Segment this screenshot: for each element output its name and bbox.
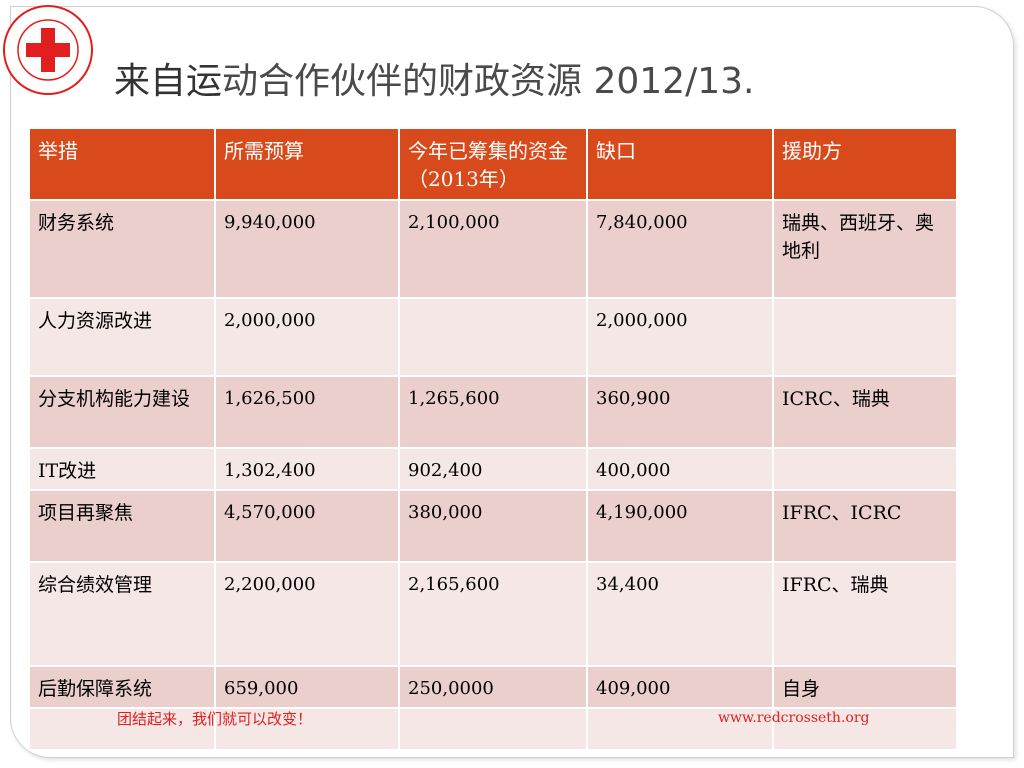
gap-cell <box>586 707 774 751</box>
measure-cell: 分支机构能力建设 <box>28 375 216 449</box>
gap-cell: 400,000 <box>586 447 774 491</box>
gap-cell: 34,400 <box>586 561 774 667</box>
header-donors: 援助方 <box>772 127 958 201</box>
table-row: 人力资源改进 2,000,000 2,000,000 <box>28 297 958 377</box>
raised-cell <box>398 297 588 377</box>
donors-cell <box>772 447 958 491</box>
slide-frame <box>10 6 1014 758</box>
measure-cell: 人力资源改进 <box>28 297 216 377</box>
measure-cell <box>28 707 216 751</box>
donors-cell: IFRC、瑞典 <box>772 561 958 667</box>
measure-cell: 财务系统 <box>28 199 216 299</box>
donors-cell: 瑞典、西班牙、奥地利 <box>772 199 958 299</box>
gap-cell: 7,840,000 <box>586 199 774 299</box>
measure-cell: 综合绩效管理 <box>28 561 216 667</box>
table-row: 项目再聚焦 4,570,000 380,000 4,190,000 IFRC、I… <box>28 489 958 563</box>
donors-cell: ICRC、瑞典 <box>772 375 958 449</box>
table-row: 后勤保障系统 659,000 250,0000 409,000 自身 <box>28 665 958 709</box>
raised-cell: 2,165,600 <box>398 561 588 667</box>
raised-cell: 250,0000 <box>398 665 588 709</box>
table-row: IT改进 1,302,400 902,400 400,000 <box>28 447 958 491</box>
slide-title: 来自运动合作伙伴的财政资源 2012/13. <box>114 52 754 104</box>
measure-cell: 项目再聚焦 <box>28 489 216 563</box>
measure-cell: IT改进 <box>28 447 216 491</box>
red-cross-logo <box>3 5 93 95</box>
budget-cell: 2,200,000 <box>214 561 400 667</box>
budget-cell: 659,000 <box>214 665 400 709</box>
header-measure: 举措 <box>28 127 216 201</box>
table-row: 综合绩效管理 2,200,000 2,165,600 34,400 IFRC、瑞… <box>28 561 958 667</box>
footer-slogan: 团结起来，我们就可以改变！ <box>117 710 313 728</box>
budget-cell: 1,302,400 <box>214 447 400 491</box>
header-gap: 缺口 <box>586 127 774 201</box>
budget-cell: 1,626,500 <box>214 375 400 449</box>
header-budget: 所需预算 <box>214 127 400 201</box>
raised-cell: 1,265,600 <box>398 375 588 449</box>
budget-cell: 9,940,000 <box>214 199 400 299</box>
gap-cell: 4,190,000 <box>586 489 774 563</box>
budget-cell: 2,000,000 <box>214 297 400 377</box>
raised-cell: 902,400 <box>398 447 588 491</box>
title-highlight: 来自运 <box>114 61 223 102</box>
gap-cell: 2,000,000 <box>586 297 774 377</box>
header-raised: 今年已筹集的资金（2013年） <box>398 127 588 201</box>
gap-cell: 360,900 <box>586 375 774 449</box>
budget-cell: 4,570,000 <box>214 489 400 563</box>
raised-cell <box>398 707 588 751</box>
raised-cell: 2,100,000 <box>398 199 588 299</box>
gap-cell: 409,000 <box>586 665 774 709</box>
funding-table: 举措 所需预算 今年已筹集的资金（2013年） 缺口 援助方 财务系统 9,94… <box>28 127 958 751</box>
table-header-row: 举措 所需预算 今年已筹集的资金（2013年） 缺口 援助方 <box>28 127 958 201</box>
table-row: 分支机构能力建设 1,626,500 1,265,600 360,900 ICR… <box>28 375 958 449</box>
footer-url[interactable]: www.redcrosseth.org <box>718 710 870 726</box>
table-row <box>28 707 958 751</box>
donors-cell: IFRC、ICRC <box>772 489 958 563</box>
raised-cell: 380,000 <box>398 489 588 563</box>
donors-cell <box>772 297 958 377</box>
budget-cell <box>214 707 400 751</box>
donors-cell: 自身 <box>772 665 958 709</box>
title-rest: 动合作伙伴的财政资源 2012/13. <box>222 61 755 102</box>
table-row: 财务系统 9,940,000 2,100,000 7,840,000 瑞典、西班… <box>28 199 958 299</box>
measure-cell: 后勤保障系统 <box>28 665 216 709</box>
donors-cell <box>772 707 958 751</box>
